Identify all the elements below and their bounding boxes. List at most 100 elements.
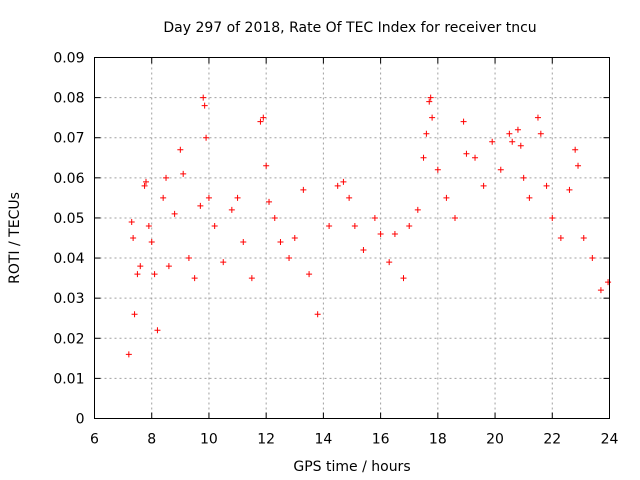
data-point-marker — [257, 118, 264, 125]
data-point-marker — [300, 186, 307, 193]
data-point-marker — [201, 102, 208, 109]
data-point-marker — [420, 154, 427, 161]
data-point-marker — [406, 222, 413, 229]
data-point-marker — [580, 235, 587, 241]
data-point-marker — [130, 235, 137, 241]
data-point-marker — [549, 214, 556, 221]
data-point-marker — [137, 263, 144, 270]
data-point-marker — [557, 235, 564, 241]
data-point-marker — [506, 130, 513, 137]
ticks-layer: 6 8 10 12 14 16 18 20 22 24 0 0.01 0.02 0.03 0.04 0.05 0… — [53, 51, 618, 448]
data-point-marker — [128, 218, 135, 225]
data-point-marker — [423, 130, 430, 137]
data-point-marker — [597, 287, 604, 294]
data-point-marker — [160, 194, 167, 201]
data-point-marker — [171, 210, 178, 217]
x-tick-label: 14 — [314, 432, 332, 448]
y-tick-label: 0.07 — [53, 131, 84, 147]
data-point-marker — [286, 255, 293, 262]
x-tick-label: 12 — [257, 432, 275, 448]
y-tick-label: 0.06 — [53, 171, 84, 187]
x-tick-label: 24 — [601, 432, 619, 448]
data-point-marker — [220, 259, 227, 266]
data-point-marker — [414, 206, 421, 213]
x-tick-label: 8 — [147, 432, 156, 448]
data-point-marker — [263, 162, 270, 169]
data-point-marker — [534, 114, 541, 121]
data-point-marker — [480, 182, 487, 189]
y-tick-label: 0.05 — [53, 211, 84, 227]
data-point-marker — [326, 222, 333, 229]
data-point-marker — [266, 198, 273, 205]
data-point-marker — [185, 255, 192, 262]
data-point-marker — [143, 178, 149, 185]
data-point-marker — [429, 114, 436, 121]
data-point-marker — [517, 142, 524, 149]
data-point-marker — [589, 255, 596, 262]
data-point-marker — [386, 259, 393, 266]
data-point-marker — [234, 194, 241, 201]
data-point-marker — [291, 235, 298, 241]
y-tick-label: 0.08 — [53, 91, 84, 107]
chart-title: Day 297 of 2018, Rate Of TEC Index for r… — [163, 20, 536, 36]
data-point-marker — [334, 182, 341, 189]
data-point-marker — [472, 154, 479, 161]
data-point-marker — [145, 222, 152, 229]
data-point-marker — [426, 98, 433, 105]
data-point-marker — [377, 230, 384, 237]
x-tick-label: 6 — [90, 432, 99, 448]
data-point-marker — [191, 275, 198, 282]
data-point-marker — [509, 138, 516, 145]
y-tick-label: 0.03 — [53, 291, 84, 307]
data-point-marker — [443, 194, 450, 201]
plot-frame — [94, 57, 610, 419]
data-point-marker — [351, 222, 358, 229]
data-point-marker — [520, 174, 527, 181]
data-points-layer — [125, 94, 612, 358]
data-point-marker — [248, 275, 255, 282]
data-point-marker — [314, 311, 321, 318]
data-point-marker — [489, 138, 496, 145]
x-tick-label: 10 — [200, 432, 218, 448]
data-point-marker — [452, 214, 458, 221]
data-point-marker — [151, 271, 158, 278]
data-point-marker — [391, 230, 398, 237]
data-point-marker — [537, 130, 544, 137]
data-point-marker — [177, 146, 184, 153]
x-tick-label: 18 — [429, 432, 447, 448]
data-point-marker — [165, 263, 172, 270]
data-point-marker — [400, 275, 407, 282]
data-point-marker — [205, 194, 212, 201]
data-point-marker — [148, 239, 155, 246]
data-point-marker — [566, 186, 573, 193]
x-tick-label: 22 — [543, 432, 561, 448]
data-point-marker — [197, 202, 204, 209]
data-point-marker — [514, 126, 521, 133]
data-point-marker — [200, 94, 207, 101]
data-point-marker — [125, 351, 132, 358]
y-axis-label: ROTI / TECUs — [7, 192, 23, 284]
data-point-marker — [346, 194, 353, 201]
data-point-marker — [371, 214, 378, 221]
data-point-marker — [141, 182, 148, 189]
data-point-marker — [277, 239, 284, 246]
y-tick-label: 0.02 — [53, 331, 84, 347]
data-point-marker — [163, 174, 170, 181]
data-point-marker — [154, 327, 161, 334]
data-point-marker — [240, 239, 247, 246]
data-point-marker — [260, 114, 267, 121]
data-point-marker — [228, 206, 235, 213]
x-axis-label: GPS time / hours — [293, 459, 410, 475]
x-tick-label: 16 — [372, 432, 390, 448]
data-point-marker — [211, 222, 218, 229]
y-tick-label: 0.04 — [53, 251, 84, 267]
data-point-marker — [434, 166, 441, 173]
x-tick-label: 20 — [486, 432, 504, 448]
data-point-marker — [340, 178, 347, 185]
data-point-marker — [605, 279, 612, 286]
data-point-marker — [203, 134, 210, 141]
data-point-marker — [572, 146, 579, 153]
y-tick-label: 0.01 — [53, 371, 84, 387]
